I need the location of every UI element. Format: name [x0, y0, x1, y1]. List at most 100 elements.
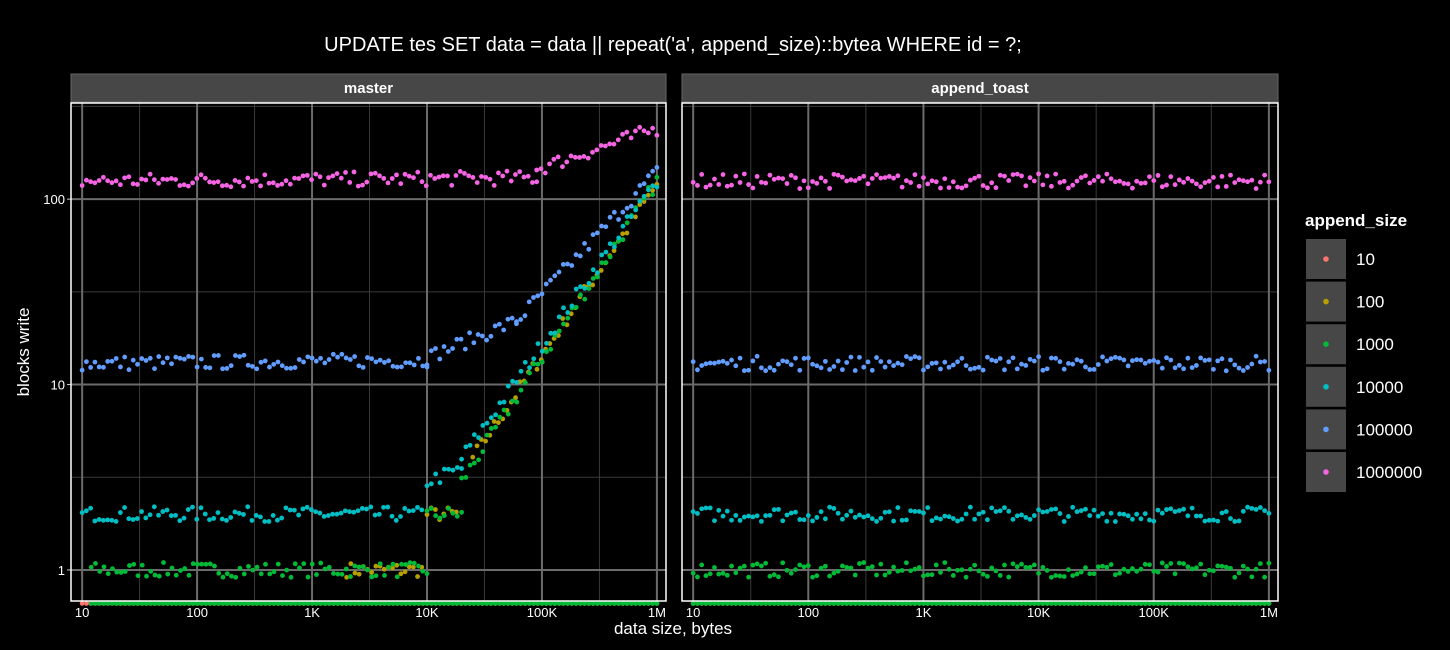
legend-swatch — [1323, 469, 1329, 475]
data-point — [212, 563, 217, 569]
data-point — [514, 379, 520, 385]
data-point — [398, 181, 404, 187]
data-point — [741, 171, 747, 177]
data-point — [450, 467, 456, 473]
data-point — [186, 572, 192, 578]
data-point — [1031, 562, 1037, 568]
data-point — [356, 601, 362, 606]
data-point — [156, 601, 162, 606]
data-point — [1087, 367, 1093, 372]
data-point — [1040, 564, 1046, 570]
data-point — [79, 183, 85, 188]
data-point — [695, 511, 700, 516]
data-point — [1211, 601, 1216, 606]
data-point — [1121, 357, 1127, 363]
data-point — [1061, 366, 1067, 372]
data-point — [895, 505, 901, 511]
data-point — [641, 181, 647, 187]
data-point — [356, 363, 362, 369]
data-point — [1215, 518, 1221, 524]
data-point — [488, 601, 494, 606]
data-point — [989, 601, 995, 606]
data-point — [122, 175, 128, 181]
data-point — [590, 232, 596, 238]
data-point — [480, 423, 486, 428]
data-point — [475, 332, 481, 337]
data-point — [695, 183, 700, 188]
data-point — [250, 601, 256, 606]
data-point — [484, 432, 490, 438]
data-point — [432, 176, 438, 181]
data-point — [406, 564, 412, 570]
data-point — [389, 176, 395, 181]
data-point — [202, 175, 208, 181]
data-point — [1223, 509, 1229, 514]
legend-swatch — [1323, 298, 1329, 305]
data-point — [946, 566, 952, 572]
legend-item: 10 — [1306, 239, 1375, 279]
data-point — [347, 357, 353, 362]
data-point — [1023, 565, 1029, 570]
data-point — [1185, 564, 1191, 570]
data-point — [544, 349, 549, 355]
data-point — [348, 574, 353, 579]
data-point — [364, 179, 370, 185]
data-point — [177, 183, 183, 188]
data-point — [1266, 510, 1272, 516]
data-point — [716, 359, 722, 365]
data-point — [151, 504, 157, 510]
data-point — [1031, 358, 1037, 364]
data-point — [1053, 355, 1059, 361]
data-point — [878, 601, 884, 606]
data-point — [878, 561, 884, 567]
data-point — [474, 443, 480, 449]
data-point — [1164, 563, 1169, 569]
data-point — [577, 253, 583, 259]
data-point — [1164, 355, 1169, 361]
data-point — [903, 560, 909, 566]
data-point — [518, 317, 524, 322]
data-point — [835, 172, 841, 178]
data-point — [228, 363, 234, 369]
data-point — [1151, 358, 1157, 363]
data-point — [144, 573, 149, 579]
data-point — [279, 181, 285, 187]
data-point — [126, 174, 132, 180]
data-point — [788, 601, 794, 606]
data-point — [852, 514, 858, 520]
data-point — [891, 601, 896, 606]
data-point — [840, 174, 845, 180]
data-point — [628, 203, 634, 209]
data-point — [857, 512, 862, 518]
data-point — [797, 601, 803, 606]
data-point — [758, 179, 764, 185]
data-point — [724, 572, 730, 578]
data-point — [633, 191, 639, 196]
data-point — [181, 182, 187, 188]
data-point — [339, 351, 345, 357]
data-point — [96, 178, 102, 183]
data-point — [602, 143, 608, 149]
data-point — [561, 305, 566, 311]
data-point — [882, 509, 888, 515]
data-point — [360, 564, 366, 570]
data-point — [198, 505, 204, 511]
data-point — [737, 180, 743, 185]
data-point — [1108, 176, 1114, 182]
data-point — [985, 573, 990, 579]
data-point — [284, 567, 290, 573]
data-point — [343, 566, 349, 572]
data-point — [83, 359, 89, 365]
data-point — [483, 438, 488, 444]
data-point — [607, 241, 613, 247]
data-point — [245, 362, 251, 368]
data-point — [916, 355, 922, 361]
data-point — [398, 514, 403, 519]
data-point — [1215, 184, 1221, 190]
data-point — [151, 177, 157, 183]
data-point — [134, 516, 140, 521]
data-point — [424, 362, 430, 368]
data-point — [912, 566, 918, 572]
data-point — [1066, 601, 1071, 606]
data-point — [690, 359, 696, 365]
